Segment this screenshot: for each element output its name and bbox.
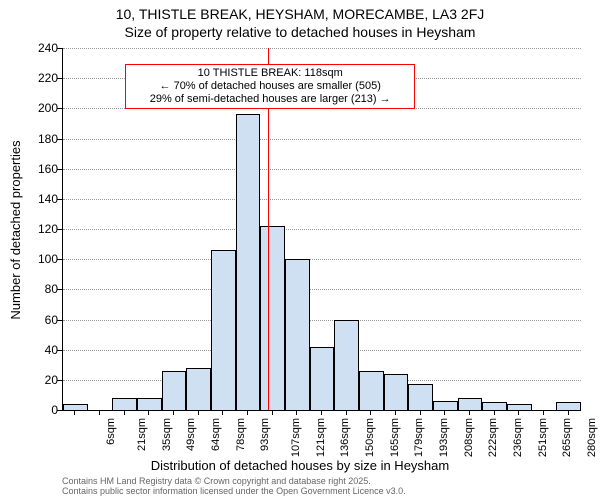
xtick-mark bbox=[148, 410, 149, 415]
xtick-label: 6sqm bbox=[105, 418, 117, 445]
xtick-label: 150sqm bbox=[364, 418, 376, 457]
xtick-label: 49sqm bbox=[185, 418, 197, 451]
xtick-label: 165sqm bbox=[389, 418, 401, 457]
xtick-mark bbox=[543, 410, 544, 415]
xtick-label: 136sqm bbox=[339, 418, 351, 457]
annotation-line: 10 THISTLE BREAK: 118sqm bbox=[130, 67, 410, 80]
xtick-mark bbox=[518, 410, 519, 415]
xtick-mark bbox=[568, 410, 569, 415]
xtick-mark bbox=[469, 410, 470, 415]
xtick-mark bbox=[198, 410, 199, 415]
xtick-mark bbox=[296, 410, 297, 415]
chart-container: 10, THISTLE BREAK, HEYSHAM, MORECAMBE, L… bbox=[0, 0, 600, 500]
ytick-label: 180 bbox=[18, 133, 58, 145]
histogram-bar bbox=[408, 384, 433, 410]
xtick-label: 93sqm bbox=[259, 418, 271, 451]
histogram-bar bbox=[285, 259, 310, 410]
ytick-label: 160 bbox=[18, 163, 58, 175]
histogram-bar bbox=[507, 404, 532, 410]
chart-title-sub: Size of property relative to detached ho… bbox=[0, 24, 600, 40]
xtick-label: 21sqm bbox=[136, 418, 148, 451]
ytick-label: 0 bbox=[18, 404, 58, 416]
xtick-label: 179sqm bbox=[413, 418, 425, 457]
plot-area: 10 THISTLE BREAK: 118sqm← 70% of detache… bbox=[62, 48, 581, 411]
xtick-label: 107sqm bbox=[290, 418, 302, 457]
xtick-mark bbox=[370, 410, 371, 415]
gridline-h bbox=[63, 289, 581, 290]
ytick-label: 40 bbox=[18, 344, 58, 356]
histogram-bar bbox=[482, 402, 507, 410]
ytick-label: 120 bbox=[18, 223, 58, 235]
xtick-label: 222sqm bbox=[487, 418, 499, 457]
xtick-mark bbox=[173, 410, 174, 415]
histogram-bar bbox=[384, 374, 409, 410]
xtick-label: 78sqm bbox=[235, 418, 247, 451]
xtick-mark bbox=[444, 410, 445, 415]
footnote-line-2: Contains public sector information licen… bbox=[62, 486, 582, 496]
xtick-mark bbox=[420, 410, 421, 415]
ytick-label: 200 bbox=[18, 102, 58, 114]
xtick-mark bbox=[74, 410, 75, 415]
xtick-mark bbox=[346, 410, 347, 415]
histogram-bar bbox=[458, 398, 483, 410]
xtick-mark bbox=[124, 410, 125, 415]
annotation-line: ← 70% of detached houses are smaller (50… bbox=[130, 80, 410, 93]
xtick-label: 121sqm bbox=[315, 418, 327, 457]
xtick-mark bbox=[272, 410, 273, 415]
gridline-h bbox=[63, 48, 581, 49]
gridline-h bbox=[63, 259, 581, 260]
xtick-mark bbox=[247, 410, 248, 415]
chart-title-main: 10, THISTLE BREAK, HEYSHAM, MORECAMBE, L… bbox=[0, 6, 600, 22]
annotation-box: 10 THISTLE BREAK: 118sqm← 70% of detache… bbox=[125, 64, 415, 109]
gridline-h bbox=[63, 139, 581, 140]
footnote-line-1: Contains HM Land Registry data © Crown c… bbox=[62, 476, 582, 486]
xtick-mark bbox=[321, 410, 322, 415]
xtick-mark bbox=[222, 410, 223, 415]
histogram-bar bbox=[162, 371, 187, 410]
x-axis-label: Distribution of detached houses by size … bbox=[0, 458, 600, 473]
xtick-mark bbox=[395, 410, 396, 415]
histogram-bar bbox=[186, 368, 211, 410]
xtick-label: 208sqm bbox=[463, 418, 475, 457]
xtick-label: 35sqm bbox=[161, 418, 173, 451]
ytick-label: 220 bbox=[18, 72, 58, 84]
histogram-bar bbox=[260, 226, 285, 410]
ytick-label: 60 bbox=[18, 314, 58, 326]
histogram-bar bbox=[236, 114, 261, 410]
histogram-bar bbox=[63, 404, 88, 410]
ytick-label: 20 bbox=[18, 374, 58, 386]
gridline-h bbox=[63, 169, 581, 170]
histogram-bar bbox=[433, 401, 458, 410]
xtick-label: 193sqm bbox=[438, 418, 450, 457]
ytick-label: 240 bbox=[18, 42, 58, 54]
histogram-bar bbox=[211, 250, 236, 410]
xtick-mark bbox=[494, 410, 495, 415]
y-axis-label: Number of detached properties bbox=[8, 140, 23, 319]
histogram-bar bbox=[310, 347, 335, 410]
xtick-mark bbox=[99, 410, 100, 415]
xtick-label: 280sqm bbox=[586, 418, 598, 457]
chart-footnote: Contains HM Land Registry data © Crown c… bbox=[62, 476, 582, 496]
gridline-h bbox=[63, 199, 581, 200]
ytick-label: 100 bbox=[18, 253, 58, 265]
ytick-label: 140 bbox=[18, 193, 58, 205]
xtick-label: 251sqm bbox=[537, 418, 549, 457]
histogram-bar bbox=[556, 402, 581, 410]
histogram-bar bbox=[334, 320, 359, 411]
xtick-label: 236sqm bbox=[512, 418, 524, 457]
xtick-label: 265sqm bbox=[561, 418, 573, 457]
gridline-h bbox=[63, 229, 581, 230]
xtick-label: 64sqm bbox=[210, 418, 222, 451]
histogram-bar bbox=[359, 371, 384, 410]
annotation-line: 29% of semi-detached houses are larger (… bbox=[130, 93, 410, 106]
gridline-h bbox=[63, 320, 581, 321]
histogram-bar bbox=[137, 398, 162, 410]
histogram-bar bbox=[112, 398, 137, 410]
ytick-label: 80 bbox=[18, 283, 58, 295]
